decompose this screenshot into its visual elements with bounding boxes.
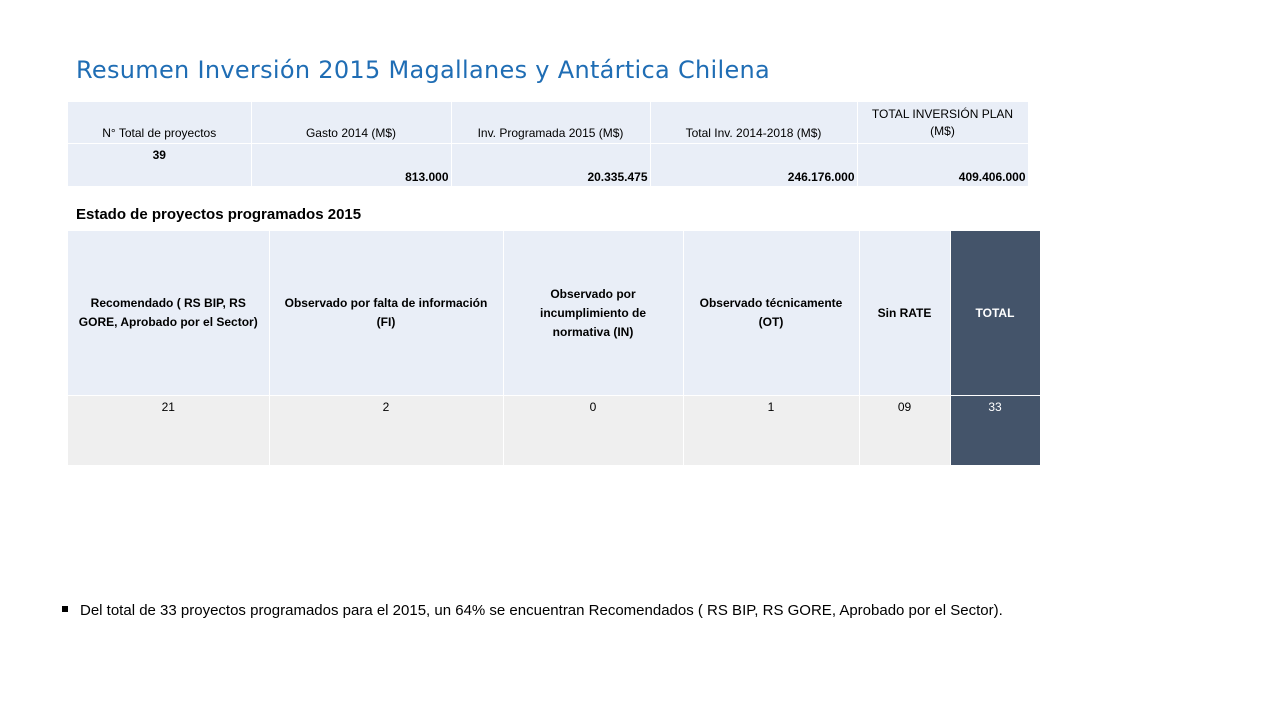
status-header-row: Recomendado ( RS BIP, RS GORE, Aprobado … xyxy=(68,231,1041,396)
status-value-total: 33 xyxy=(950,395,1041,465)
page-title: Resumen Inversión 2015 Magallanes y Antá… xyxy=(76,56,771,84)
summary-header-total-inversion-plan: TOTAL INVERSIÓN PLAN (M$) xyxy=(857,102,1029,144)
square-bullet-icon xyxy=(62,606,68,613)
summary-bullet-text: Del total de 33 proyectos programados pa… xyxy=(80,602,1003,619)
summary-header-gasto-2014: Gasto 2014 (M$) xyxy=(251,102,452,144)
status-value-row: 21 2 0 1 09 33 xyxy=(68,395,1041,465)
status-header-recomendado: Recomendado ( RS BIP, RS GORE, Aprobado … xyxy=(68,231,270,396)
status-header-observado-in: Observado por incumplimiento de normativ… xyxy=(503,231,684,396)
status-value-observado-in: 0 xyxy=(503,395,684,465)
status-value-observado-fi: 2 xyxy=(269,395,504,465)
summary-header-inv-programada-2015: Inv. Programada 2015 (M$) xyxy=(451,102,651,144)
summary-value-total-projects: 39 xyxy=(68,143,252,187)
summary-header-row: N° Total de proyectos Gasto 2014 (M$) In… xyxy=(68,102,1029,144)
status-header-total: TOTAL xyxy=(950,231,1041,396)
summary-value-total-inv-2014-2018: 246.176.000 xyxy=(650,143,858,187)
summary-value-total-inversion-plan: 409.406.000 xyxy=(857,143,1029,187)
status-value-recomendado: 21 xyxy=(68,395,270,465)
status-value-sin-rate: 09 xyxy=(859,395,951,465)
project-status-table: Recomendado ( RS BIP, RS GORE, Aprobado … xyxy=(68,231,1041,465)
status-header-observado-fi: Observado por falta de información (FI) xyxy=(269,231,504,396)
status-section-title: Estado de proyectos programados 2015 xyxy=(76,206,362,223)
summary-bullet: Del total de 33 proyectos programados pa… xyxy=(62,602,1003,619)
status-header-sin-rate: Sin RATE xyxy=(859,231,951,396)
investment-summary-table: N° Total de proyectos Gasto 2014 (M$) In… xyxy=(68,102,1029,187)
summary-header-total-inv-2014-2018: Total Inv. 2014-2018 (M$) xyxy=(650,102,858,144)
summary-header-total-projects: N° Total de proyectos xyxy=(68,102,252,144)
summary-value-inv-programada-2015: 20.335.475 xyxy=(451,143,651,187)
summary-value-row: 39 813.000 20.335.475 246.176.000 409.40… xyxy=(68,143,1029,187)
status-value-observado-ot: 1 xyxy=(683,395,860,465)
status-header-observado-ot: Observado técnicamente (OT) xyxy=(683,231,860,396)
summary-value-gasto-2014: 813.000 xyxy=(251,143,452,187)
